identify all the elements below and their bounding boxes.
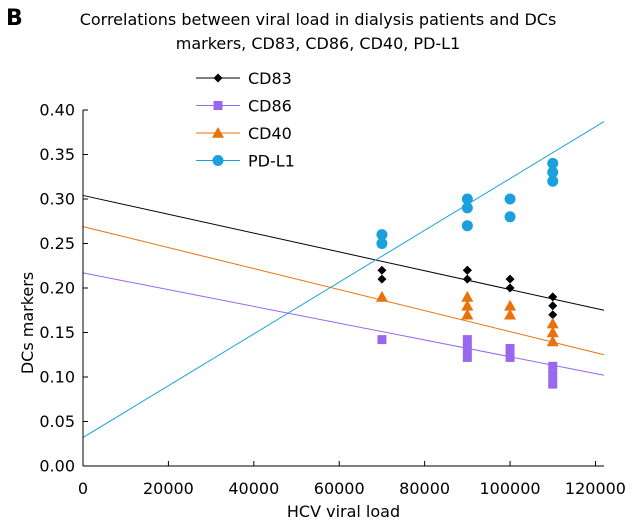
point-cd40 <box>504 308 517 320</box>
legend-label-cd86: CD86 <box>248 97 292 116</box>
chart-title-line-2: markers, CD83, CD86, CD40, PD-L1 <box>175 34 461 53</box>
point-cd86 <box>548 370 558 380</box>
x-tick-label: 120000 <box>565 479 626 498</box>
y-tick-label: 0.20 <box>39 279 75 298</box>
x-tick-label: 80000 <box>399 479 450 498</box>
point-cd86 <box>462 344 472 354</box>
y-tick-label: 0.25 <box>39 234 75 253</box>
panel-letter: B <box>6 6 23 31</box>
point-cd83 <box>548 310 558 320</box>
point-cd83 <box>462 274 472 284</box>
point-cd86 <box>505 352 515 362</box>
point-cd40 <box>461 290 474 302</box>
point-cd40 <box>546 326 559 338</box>
point-pd-l1 <box>376 229 388 241</box>
point-pd-l1 <box>547 175 559 187</box>
trend-line-cd86 <box>82 272 605 376</box>
y-tick-label: 0.00 <box>39 457 75 476</box>
point-pd-l1 <box>547 157 559 169</box>
legend-marker-pd-l1 <box>212 155 224 166</box>
point-cd40 <box>546 317 559 329</box>
point-cd83 <box>548 301 558 311</box>
point-cd40 <box>546 335 559 347</box>
trend-line-pd-l1 <box>82 121 605 438</box>
legend-label-cd40: CD40 <box>248 124 292 143</box>
point-cd83 <box>548 292 558 302</box>
data-points <box>375 157 559 389</box>
legend-marker-cd86 <box>213 101 223 110</box>
point-cd83 <box>505 274 515 284</box>
y-tick-label: 0.05 <box>39 412 75 431</box>
y-tick-label: 0.40 <box>39 101 75 120</box>
y-tick-label: 0.35 <box>39 145 75 164</box>
point-cd86 <box>548 379 558 389</box>
legend-marker-cd83 <box>213 73 223 83</box>
x-tick-label: 20000 <box>143 479 194 498</box>
point-pd-l1 <box>461 220 473 232</box>
x-tick-label: 0 <box>78 479 88 498</box>
y-tick-label: 0.10 <box>39 368 75 387</box>
x-axis-title: HCV viral load <box>287 502 400 521</box>
point-cd83 <box>377 265 387 275</box>
x-tick-label: 100000 <box>480 479 541 498</box>
axes: 0.00 0.05 0.10 0.15 0.20 0.25 0.30 0.35 0.40 0 200… <box>39 101 626 499</box>
trend-lines <box>82 121 605 438</box>
legend-marker-cd40 <box>212 127 224 138</box>
point-pd-l1 <box>461 202 473 214</box>
chart-title-line-1: Correlations between viral load in dialy… <box>79 10 557 29</box>
point-cd86 <box>505 344 515 354</box>
point-cd86 <box>548 361 558 371</box>
point-pd-l1 <box>547 166 559 178</box>
point-pd-l1 <box>376 238 388 249</box>
point-cd86 <box>462 335 472 345</box>
x-tick-label: 40000 <box>228 479 279 498</box>
point-cd83 <box>505 283 515 293</box>
point-cd40 <box>461 299 474 311</box>
y-axis-title: DCs markers <box>18 272 37 374</box>
point-cd86 <box>377 335 387 345</box>
point-cd40 <box>461 308 474 320</box>
legend: CD83 CD86 CD40 PD-L1 <box>196 69 295 171</box>
legend-label-cd83: CD83 <box>248 69 292 88</box>
point-cd83 <box>377 274 387 284</box>
point-cd40 <box>504 299 517 311</box>
legend-label-pd-l1: PD-L1 <box>248 152 295 171</box>
point-pd-l1 <box>504 193 516 205</box>
point-pd-l1 <box>504 211 516 223</box>
point-cd40 <box>375 290 388 302</box>
trend-line-cd83 <box>82 194 605 311</box>
point-cd83 <box>462 265 472 275</box>
y-tick-label: 0.30 <box>39 190 75 209</box>
trend-line-cd40 <box>82 226 605 356</box>
x-tick-label: 60000 <box>314 479 365 498</box>
y-tick-label: 0.15 <box>39 323 75 342</box>
point-pd-l1 <box>461 193 473 205</box>
point-cd86 <box>462 352 472 362</box>
